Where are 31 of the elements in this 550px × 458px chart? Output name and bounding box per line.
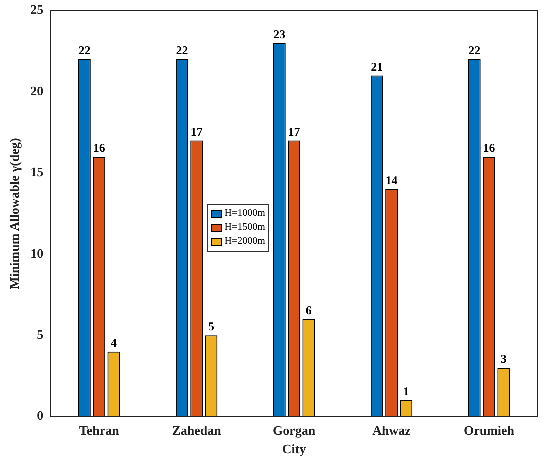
data-label: 17	[190, 124, 203, 139]
data-label: 14	[386, 174, 398, 188]
data-label: 21	[371, 60, 384, 74]
y-axis-title: Minimum Allowable γ(deg)	[7, 138, 22, 290]
x-tick-label: Tehran	[79, 422, 120, 438]
data-label: 6	[306, 303, 312, 318]
x-tick-label: Zahedan	[172, 422, 222, 438]
data-label: 16	[93, 141, 106, 156]
y-tick-label: 5	[37, 326, 44, 342]
legend-label: H=1000m	[224, 206, 266, 221]
data-label: 23	[274, 27, 286, 42]
data-label: 3	[500, 352, 507, 366]
y-tick-label: 25	[30, 2, 44, 18]
data-label: 1	[403, 384, 410, 399]
y-tick-label: 0	[37, 408, 44, 424]
data-label: 22	[468, 44, 481, 58]
data-label: 22	[176, 44, 188, 58]
data-label: 16	[483, 141, 496, 156]
x-tick-label: Gorgan	[272, 422, 316, 438]
data-label: 5	[208, 320, 214, 334]
y-tick-label: 15	[30, 164, 44, 180]
y-tick-label: 20	[30, 83, 44, 98]
data-label: 4	[110, 336, 117, 350]
x-tick-label: Ahwaz	[372, 422, 412, 438]
x-axis-title: City	[282, 442, 307, 457]
data-label: 17	[288, 124, 300, 139]
legend-label: H=1500m	[224, 220, 266, 235]
x-tick-label: Orumieh	[464, 422, 516, 438]
legend-label: H=2000m	[224, 234, 266, 249]
y-tick-label: 10	[30, 246, 44, 261]
data-label: 22	[78, 44, 91, 58]
